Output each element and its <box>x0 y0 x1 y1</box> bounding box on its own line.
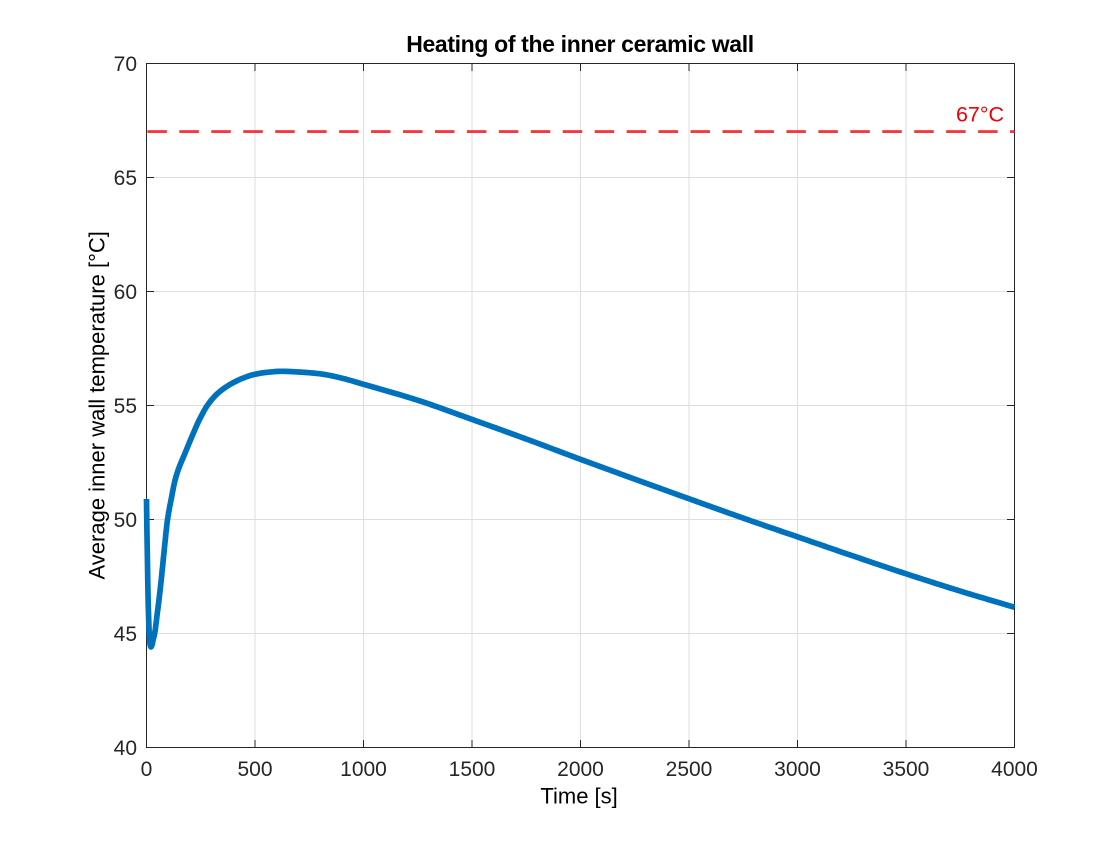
svg-text:1000: 1000 <box>340 758 387 781</box>
svg-text:2500: 2500 <box>666 758 713 781</box>
svg-text:0: 0 <box>141 758 153 781</box>
svg-text:67°C: 67°C <box>956 102 1004 126</box>
svg-text:4000: 4000 <box>991 758 1038 781</box>
svg-text:2000: 2000 <box>557 758 604 781</box>
svg-text:Average inner wall temperature: Average inner wall temperature [°C] <box>85 231 110 579</box>
svg-text:Time [s]: Time [s] <box>540 784 617 809</box>
svg-text:70: 70 <box>114 53 137 76</box>
svg-text:45: 45 <box>114 623 137 646</box>
svg-text:Heating of the inner ceramic w: Heating of the inner ceramic wall <box>406 31 754 57</box>
svg-text:65: 65 <box>114 167 137 190</box>
svg-text:1500: 1500 <box>449 758 496 781</box>
svg-text:55: 55 <box>114 395 137 418</box>
svg-text:40: 40 <box>114 737 137 760</box>
svg-text:500: 500 <box>237 758 272 781</box>
svg-text:3000: 3000 <box>774 758 821 781</box>
svg-text:60: 60 <box>114 281 137 304</box>
svg-text:50: 50 <box>114 509 137 532</box>
svg-text:3500: 3500 <box>883 758 930 781</box>
